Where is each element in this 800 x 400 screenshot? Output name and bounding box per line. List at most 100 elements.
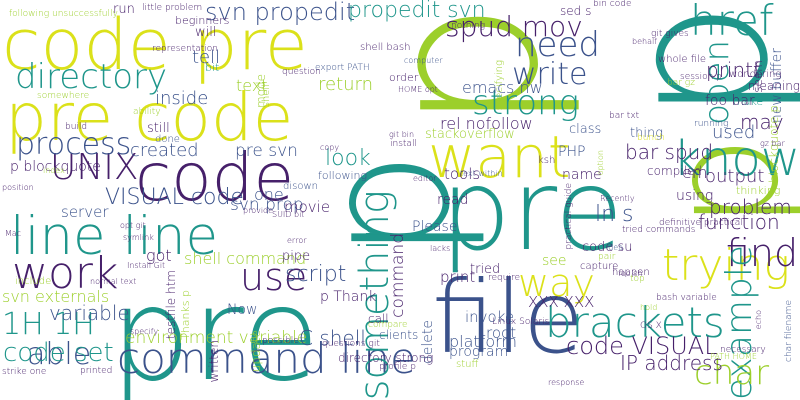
word-cloud-term: bit	[205, 61, 220, 74]
word-cloud-term: order	[389, 71, 419, 84]
word-cloud-term: pre	[110, 261, 320, 400]
word-cloud-term: function	[698, 210, 780, 234]
word-cloud-term: compare	[368, 320, 408, 330]
word-cloud-term: code pre	[2, 4, 308, 86]
word-cloud-term: ksh	[538, 155, 556, 166]
word-cloud-term: following	[318, 169, 368, 182]
word-cloud-term: tried	[470, 262, 501, 277]
word-cloud-term: C shell	[299, 326, 366, 350]
word-cloud-term: run	[113, 2, 135, 17]
word-cloud-term: build	[65, 122, 88, 132]
word-cloud-term: write	[512, 57, 588, 92]
word-cloud-term: see	[542, 253, 567, 269]
word-cloud-term: directory	[15, 57, 168, 97]
word-cloud-term: happen	[612, 267, 650, 278]
word-cloud-term: invoke	[465, 308, 515, 326]
word-cloud-term: response	[548, 378, 585, 387]
word-cloud-term: movie	[284, 198, 331, 216]
word-cloud-term: problem	[709, 195, 792, 219]
word-cloud-term: printf	[706, 58, 761, 82]
word-cloud-term: Now	[227, 302, 258, 318]
word-cloud-term: trying	[662, 240, 790, 291]
word-cloud-term: will	[195, 25, 217, 40]
word-cloud-term: meaning	[747, 79, 800, 93]
word-cloud-term: environment variable	[125, 328, 308, 348]
word-cloud-term: char filename	[784, 300, 794, 362]
word-cloud-term: thinking	[736, 184, 781, 197]
word-cloud-term: process	[16, 127, 132, 162]
word-cloud-term: pair	[598, 252, 616, 262]
word-cloud-term: print	[440, 268, 476, 286]
word-cloud-term: bash variable	[656, 293, 717, 303]
word-cloud-term: code	[135, 139, 295, 216]
word-cloud-term: read	[437, 192, 469, 208]
word-cloud-term: OS X	[640, 321, 662, 331]
word-cloud-term: find	[726, 231, 799, 275]
word-cloud-term: top	[630, 274, 645, 284]
word-cloud-term: inside	[155, 88, 209, 109]
word-cloud-term: Please	[412, 219, 458, 235]
word-cloud-term: foo sh	[618, 269, 643, 278]
word-cloud-term: Linux Solaris	[492, 317, 550, 327]
word-cloud-term: session p	[680, 72, 722, 82]
word-cloud-term: way	[518, 261, 595, 305]
word-cloud-term: editor	[413, 174, 437, 183]
word-cloud-term: error	[287, 236, 307, 245]
word-cloud-term: Install Git	[127, 261, 166, 270]
word-cloud-term: using	[676, 188, 714, 204]
word-cloud-term: HOME opt	[398, 85, 438, 94]
word-cloud-term: text	[236, 76, 268, 95]
word-cloud-term: SUID bit	[272, 210, 305, 219]
word-cloud-term: provide	[243, 206, 274, 215]
word-cloud-term: p Thank	[320, 289, 377, 305]
word-cloud-term: wondering	[729, 69, 782, 80]
word-cloud-term: compiled	[647, 164, 702, 178]
word-cloud-term: include	[15, 276, 52, 287]
word-cloud-term: root	[486, 324, 517, 342]
word-cloud-term: em	[682, 163, 708, 182]
word-cloud-term: href	[690, 0, 774, 45]
word-cloud-term: directory strong	[338, 351, 434, 365]
word-cloud-term: necessary	[720, 345, 766, 355]
word-cloud-term: lacks	[430, 244, 451, 253]
word-cloud-term: export PATH	[315, 63, 370, 73]
word-cloud-term: bin code	[593, 0, 632, 9]
word-cloud-term: running	[694, 119, 729, 129]
word-cloud-term: name	[562, 167, 602, 183]
word-cloud-term: may	[740, 110, 784, 134]
word-cloud-term: definitive practical	[659, 218, 743, 228]
word-cloud-term: beginners	[175, 14, 230, 27]
word-cloud-term: PHP	[558, 144, 586, 160]
word-cloud-term: copy	[320, 143, 340, 152]
word-cloud-term: normal text	[90, 277, 137, 286]
word-cloud-term: possible	[262, 336, 299, 346]
word-cloud-term: text within	[460, 169, 503, 178]
word-cloud-term: command line	[117, 334, 416, 383]
word-cloud-term: line line	[10, 206, 219, 267]
word-cloud-term: Mac	[5, 229, 22, 238]
word-cloud-term: following unsuccessfully	[9, 9, 118, 19]
word-cloud-term: PATH HOME	[710, 352, 757, 361]
word-cloud-term: thing	[630, 126, 663, 141]
word-cloud-term: XXX XXX	[528, 293, 595, 311]
word-cloud-term: pre code	[5, 79, 294, 156]
word-cloud-term: pre	[440, 146, 624, 276]
word-cloud-term: bar txt	[609, 111, 640, 121]
word-cloud-term: question	[282, 67, 321, 77]
word-cloud-term: foo bar	[705, 93, 755, 109]
word-cloud-term: practical guide	[564, 183, 574, 250]
word-cloud-term: position	[2, 183, 34, 192]
word-cloud-term: platform	[449, 332, 517, 351]
word-cloud-term: stackoverflow	[425, 127, 515, 142]
word-cloud-term: echo	[754, 310, 763, 330]
word-cloud-term: little problem	[142, 3, 203, 13]
word-cloud-term: ability	[133, 107, 161, 117]
word-cloud-term: update	[249, 330, 263, 373]
word-cloud-term: strong	[472, 83, 580, 123]
word-cloud-term: make	[733, 95, 764, 108]
word-cloud-term: idea	[606, 243, 624, 252]
word-cloud-term: used	[712, 122, 756, 143]
word-cloud-term: git gives	[651, 29, 689, 39]
word-cloud-term: able	[27, 337, 92, 372]
word-cloud-term: capture	[580, 261, 619, 272]
